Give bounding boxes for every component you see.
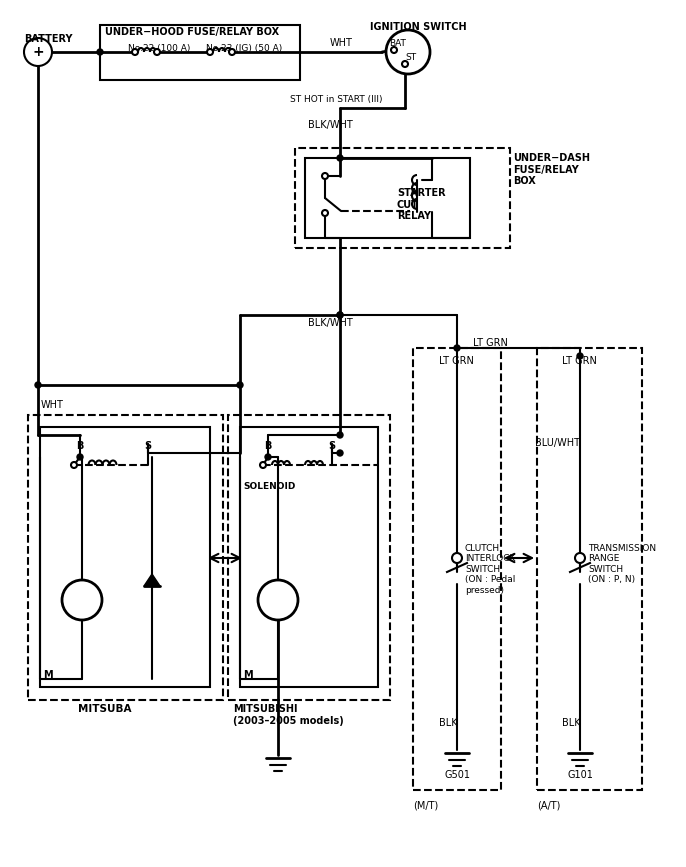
- Text: MITSUBISHI
(2003–2005 models): MITSUBISHI (2003–2005 models): [233, 704, 344, 726]
- Circle shape: [322, 173, 328, 179]
- Circle shape: [577, 353, 583, 359]
- Text: B: B: [264, 441, 272, 451]
- Text: (A/T): (A/T): [537, 800, 560, 810]
- Text: STARTER
CUT
RELAY: STARTER CUT RELAY: [397, 188, 446, 221]
- Text: S: S: [329, 441, 335, 451]
- Circle shape: [77, 454, 83, 460]
- Text: BAT: BAT: [389, 38, 406, 48]
- Text: BATTERY: BATTERY: [24, 34, 73, 44]
- Circle shape: [454, 345, 460, 351]
- Text: G501: G501: [445, 770, 471, 780]
- Bar: [228, 415, 390, 700]
- Bar: [305, 158, 470, 238]
- Text: CLUTCH
INTERLOCK
SWITCH
(ON : Pedal
pressed): CLUTCH INTERLOCK SWITCH (ON : Pedal pres…: [465, 544, 515, 595]
- Circle shape: [402, 61, 408, 67]
- Text: WHT: WHT: [41, 400, 64, 410]
- Text: MITSUBA: MITSUBA: [78, 704, 132, 714]
- Circle shape: [71, 462, 77, 468]
- Circle shape: [62, 580, 102, 620]
- Circle shape: [260, 462, 266, 468]
- Bar: [413, 348, 501, 790]
- Circle shape: [97, 49, 103, 55]
- Text: LT GRN: LT GRN: [473, 338, 508, 348]
- Bar: [28, 415, 223, 700]
- Bar: [100, 25, 300, 80]
- Text: M: M: [76, 594, 88, 607]
- Circle shape: [337, 450, 343, 456]
- Text: UNDER−DASH
FUSE/RELAY
BOX: UNDER−DASH FUSE/RELAY BOX: [513, 153, 590, 186]
- Circle shape: [386, 30, 430, 74]
- Circle shape: [391, 47, 397, 53]
- Text: (M/T): (M/T): [413, 800, 438, 810]
- Text: S: S: [145, 441, 152, 451]
- Text: BLK/WHT: BLK/WHT: [308, 120, 353, 130]
- Circle shape: [265, 454, 271, 460]
- Circle shape: [24, 38, 52, 66]
- Circle shape: [337, 312, 343, 318]
- Text: B: B: [76, 441, 84, 451]
- Text: IGNITION SWITCH: IGNITION SWITCH: [370, 22, 466, 32]
- Circle shape: [337, 155, 343, 161]
- Text: LT GRN: LT GRN: [562, 356, 597, 366]
- Text: M: M: [43, 670, 53, 680]
- Circle shape: [207, 49, 213, 55]
- Text: ST: ST: [405, 53, 416, 62]
- Bar: [295, 148, 510, 248]
- Text: BLK/WHT: BLK/WHT: [308, 318, 353, 328]
- Bar: [40, 427, 210, 687]
- Text: UNDER−HOOD FUSE/RELAY BOX: UNDER−HOOD FUSE/RELAY BOX: [105, 27, 279, 37]
- Text: No.23 (IG) (50 A): No.23 (IG) (50 A): [206, 44, 282, 53]
- Bar: [240, 427, 378, 687]
- Circle shape: [322, 210, 328, 216]
- Text: BLK: BLK: [439, 718, 458, 728]
- Circle shape: [258, 580, 298, 620]
- Text: TRANSMISSION
RANGE
SWITCH
(ON : P, N): TRANSMISSION RANGE SWITCH (ON : P, N): [588, 544, 656, 584]
- Circle shape: [337, 432, 343, 438]
- Text: G101: G101: [568, 770, 594, 780]
- Polygon shape: [144, 574, 160, 586]
- Circle shape: [575, 553, 585, 563]
- Text: LT GRN: LT GRN: [439, 356, 474, 366]
- Text: M: M: [243, 670, 252, 680]
- Text: ST HOT in START (III): ST HOT in START (III): [290, 95, 383, 104]
- Circle shape: [154, 49, 160, 55]
- Circle shape: [337, 312, 343, 318]
- Circle shape: [237, 382, 243, 388]
- Text: No.22 (100 A): No.22 (100 A): [128, 44, 191, 53]
- Circle shape: [229, 49, 235, 55]
- Text: BLK: BLK: [562, 718, 580, 728]
- Circle shape: [132, 49, 138, 55]
- Text: BLU/WHT: BLU/WHT: [535, 438, 580, 448]
- Text: WHT: WHT: [330, 38, 353, 48]
- Circle shape: [452, 553, 462, 563]
- Text: +: +: [32, 45, 44, 59]
- Bar: [537, 348, 642, 790]
- Text: M: M: [272, 594, 284, 607]
- Circle shape: [35, 382, 41, 388]
- Text: SOLENOID: SOLENOID: [243, 482, 296, 491]
